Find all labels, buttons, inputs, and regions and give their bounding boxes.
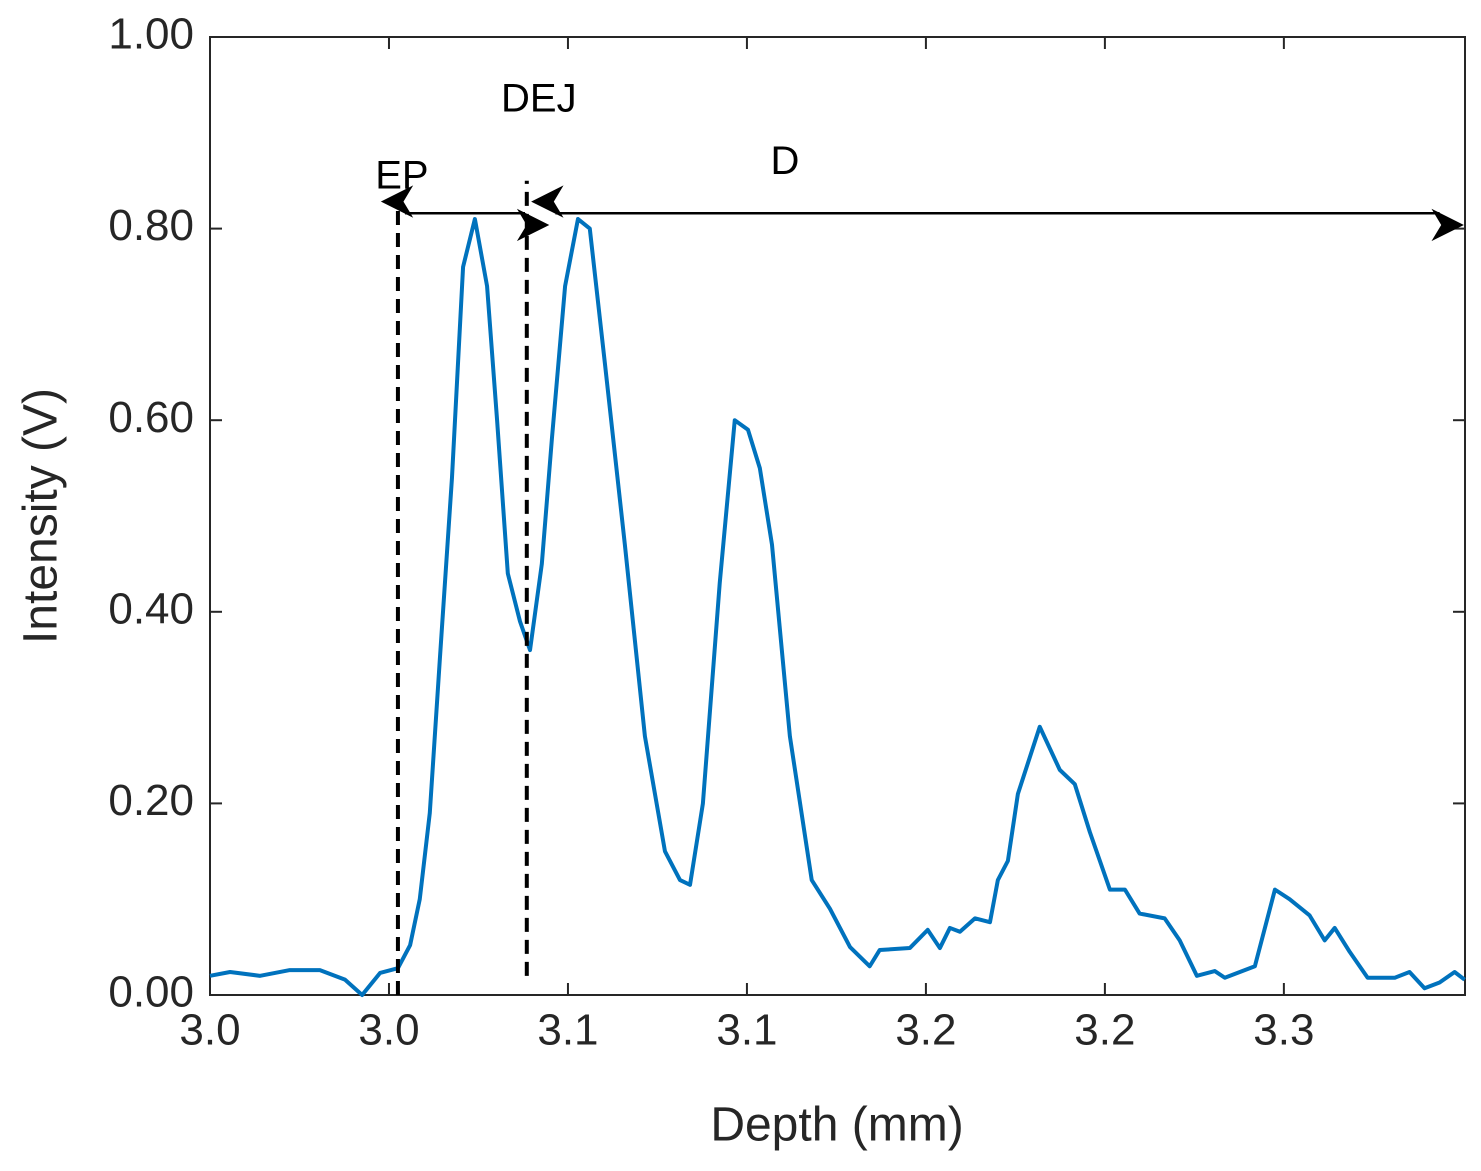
x-tick-label: 3.1 — [716, 1006, 777, 1055]
x-tick-label: 3.0 — [358, 1006, 419, 1055]
x-axis-title: Depth (mm) — [710, 1099, 963, 1152]
y-axis-title: Intensity (V) — [15, 388, 68, 644]
x-tick-label: 3.0 — [179, 1006, 240, 1055]
y-tick-label: 0.20 — [108, 776, 194, 825]
x-tick-label: 3.2 — [1074, 1006, 1135, 1055]
y-tick-label: 0.40 — [108, 584, 194, 633]
x-tick-label: 3.1 — [537, 1006, 598, 1055]
y-tick-label: 0.80 — [108, 201, 194, 250]
y-tick-label: 0.00 — [108, 968, 194, 1017]
span-label: D — [771, 139, 800, 183]
y-tick-label: 1.00 — [108, 10, 194, 59]
x-tick-label: 3.3 — [1253, 1006, 1314, 1055]
data-line — [209, 217, 1466, 997]
marker-label: DEJ — [501, 76, 577, 120]
y-tick-label: 0.60 — [108, 393, 194, 442]
plot-frame — [209, 36, 1466, 996]
x-tick-label: 3.2 — [895, 1006, 956, 1055]
marker-label: EP — [375, 153, 428, 197]
